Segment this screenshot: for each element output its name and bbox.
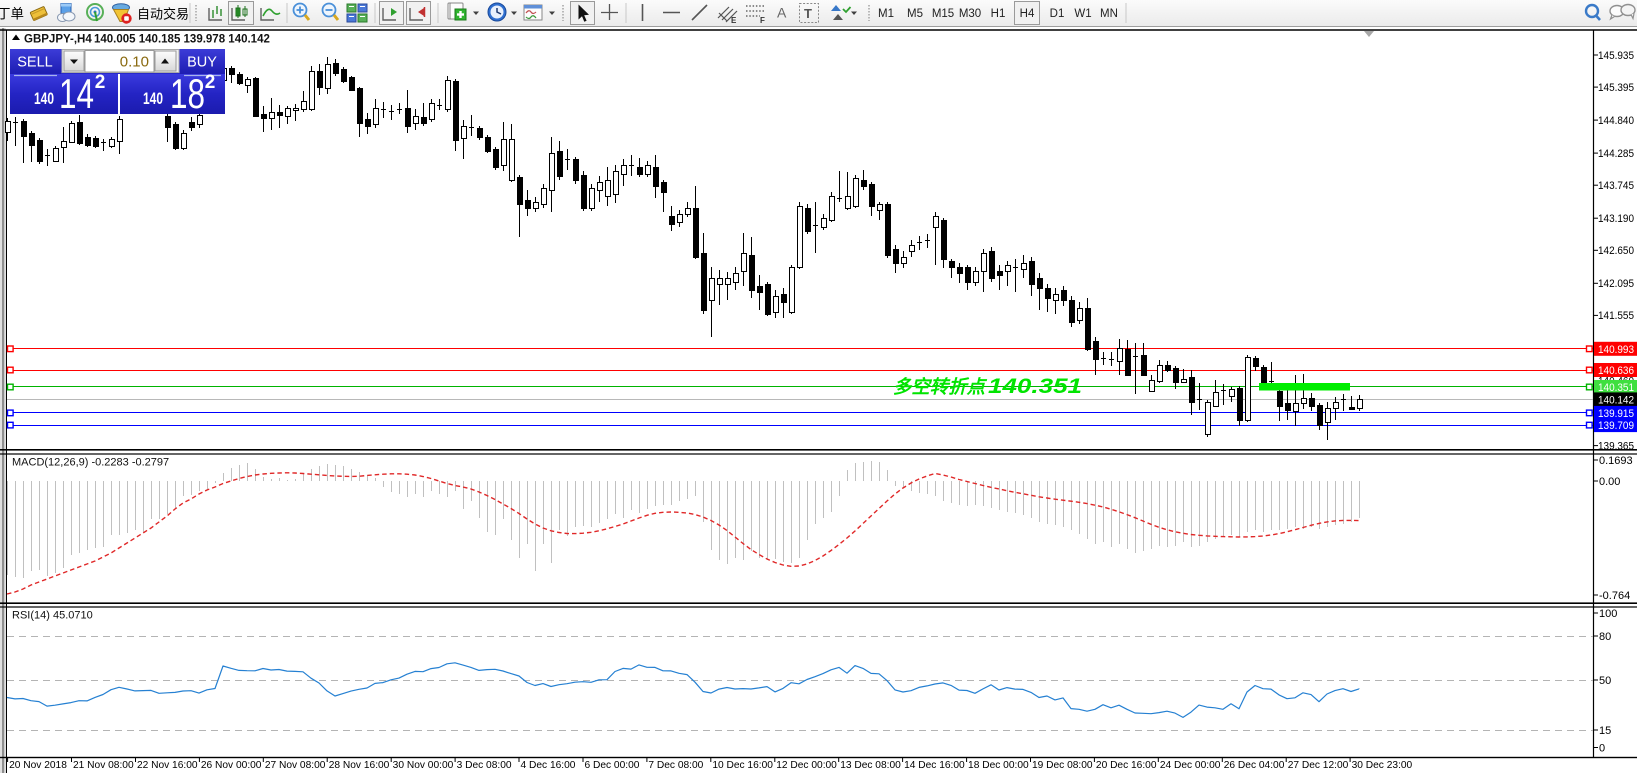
svg-text:18: 18 [170,70,205,117]
svg-text:28 Nov 16:00: 28 Nov 16:00 [329,760,390,771]
svg-text:自动交易: 自动交易 [137,7,189,22]
svg-text:7 Dec 08:00: 7 Dec 08:00 [648,760,703,771]
svg-text:MACD(12,26,9) -0.2283 -0.2797: MACD(12,26,9) -0.2283 -0.2797 [12,457,169,469]
svg-text:144.285: 144.285 [1598,148,1634,160]
svg-text:M30: M30 [959,8,981,20]
svg-text:26 Nov 00:00: 26 Nov 00:00 [201,760,262,771]
svg-text:80: 80 [1599,631,1611,643]
svg-text:140.142: 140.142 [1598,394,1634,406]
svg-text:D1: D1 [1050,8,1065,20]
svg-text:144.840: 144.840 [1598,115,1634,127]
svg-text:27 Dec 12:00: 27 Dec 12:00 [1288,760,1349,771]
svg-text:3 Dec 08:00: 3 Dec 08:00 [457,760,512,771]
svg-text:145.395: 145.395 [1598,82,1634,94]
svg-text:0: 0 [1599,742,1605,754]
svg-text:18 Dec 00:00: 18 Dec 00:00 [968,760,1029,771]
svg-text:142.650: 142.650 [1598,245,1634,257]
svg-text:15: 15 [1599,725,1611,737]
svg-text:H1: H1 [991,8,1006,20]
svg-text:T: T [804,6,812,21]
svg-text:-0.764: -0.764 [1599,590,1630,602]
svg-text:139.365: 139.365 [1598,440,1634,452]
svg-text:30 Nov 00:00: 30 Nov 00:00 [393,760,454,771]
svg-text:140: 140 [34,89,54,108]
svg-text:142.095: 142.095 [1598,278,1634,290]
svg-text:2: 2 [205,72,216,93]
svg-text:139.709: 139.709 [1598,420,1634,432]
svg-text:24 Dec 00:00: 24 Dec 00:00 [1160,760,1221,771]
svg-text:145.935: 145.935 [1598,50,1634,62]
svg-text:140.005 140.185 139.978 140.14: 140.005 140.185 139.978 140.142 [94,34,270,46]
svg-text:RSI(14) 45.0710: RSI(14) 45.0710 [12,610,93,622]
svg-text:14 Dec 16:00: 14 Dec 16:00 [904,760,965,771]
svg-text:6 Dec 00:00: 6 Dec 00:00 [584,760,639,771]
svg-text:H4: H4 [1020,8,1035,20]
svg-text:20 Nov 2018: 20 Nov 2018 [9,760,67,771]
svg-text:BUY: BUY [187,55,217,71]
svg-text:140.636: 140.636 [1598,365,1634,377]
svg-text:140.993: 140.993 [1598,344,1634,356]
svg-text:4 Dec 16:00: 4 Dec 16:00 [521,760,576,771]
svg-text:0.10: 0.10 [120,54,149,71]
svg-text:140.351: 140.351 [1598,382,1634,394]
svg-text:140.351: 140.351 [988,375,1082,398]
svg-text:F: F [760,16,765,25]
svg-text:丁单: 丁单 [0,7,24,22]
svg-text:多空转折点: 多空转折点 [893,376,987,397]
svg-text:MN: MN [1100,8,1118,20]
svg-text:M5: M5 [907,8,923,20]
svg-text:140: 140 [143,89,163,108]
svg-text:0.1693: 0.1693 [1599,455,1633,467]
svg-text:A: A [777,5,787,21]
svg-text:M1: M1 [878,8,894,20]
svg-text:22 Nov 16:00: 22 Nov 16:00 [137,760,198,771]
svg-text:143.190: 143.190 [1598,213,1634,225]
svg-text:143.745: 143.745 [1598,180,1634,192]
svg-text:12 Dec 00:00: 12 Dec 00:00 [776,760,837,771]
svg-text:141.555: 141.555 [1598,310,1634,322]
svg-text:139.915: 139.915 [1598,408,1634,420]
svg-text:27 Nov 08:00: 27 Nov 08:00 [265,760,326,771]
svg-text:13 Dec 08:00: 13 Dec 08:00 [840,760,901,771]
svg-text:W1: W1 [1074,8,1091,20]
svg-text:50: 50 [1599,675,1611,687]
svg-text:100: 100 [1599,608,1617,620]
svg-text:19 Dec 08:00: 19 Dec 08:00 [1032,760,1093,771]
svg-text:GBPJPY-,H4: GBPJPY-,H4 [24,34,92,46]
svg-text:30 Dec 23:00: 30 Dec 23:00 [1352,760,1413,771]
svg-text:SELL: SELL [17,55,52,71]
svg-text:M15: M15 [932,8,954,20]
svg-text:10 Dec 16:00: 10 Dec 16:00 [712,760,773,771]
svg-text:20 Dec 16:00: 20 Dec 16:00 [1096,760,1157,771]
svg-text:26 Dec 04:00: 26 Dec 04:00 [1224,760,1285,771]
svg-text:0.00: 0.00 [1599,476,1620,488]
svg-text:2: 2 [95,72,106,93]
svg-text:21 Nov 08:00: 21 Nov 08:00 [73,760,134,771]
svg-text:E: E [731,16,737,25]
svg-text:14: 14 [59,70,94,117]
